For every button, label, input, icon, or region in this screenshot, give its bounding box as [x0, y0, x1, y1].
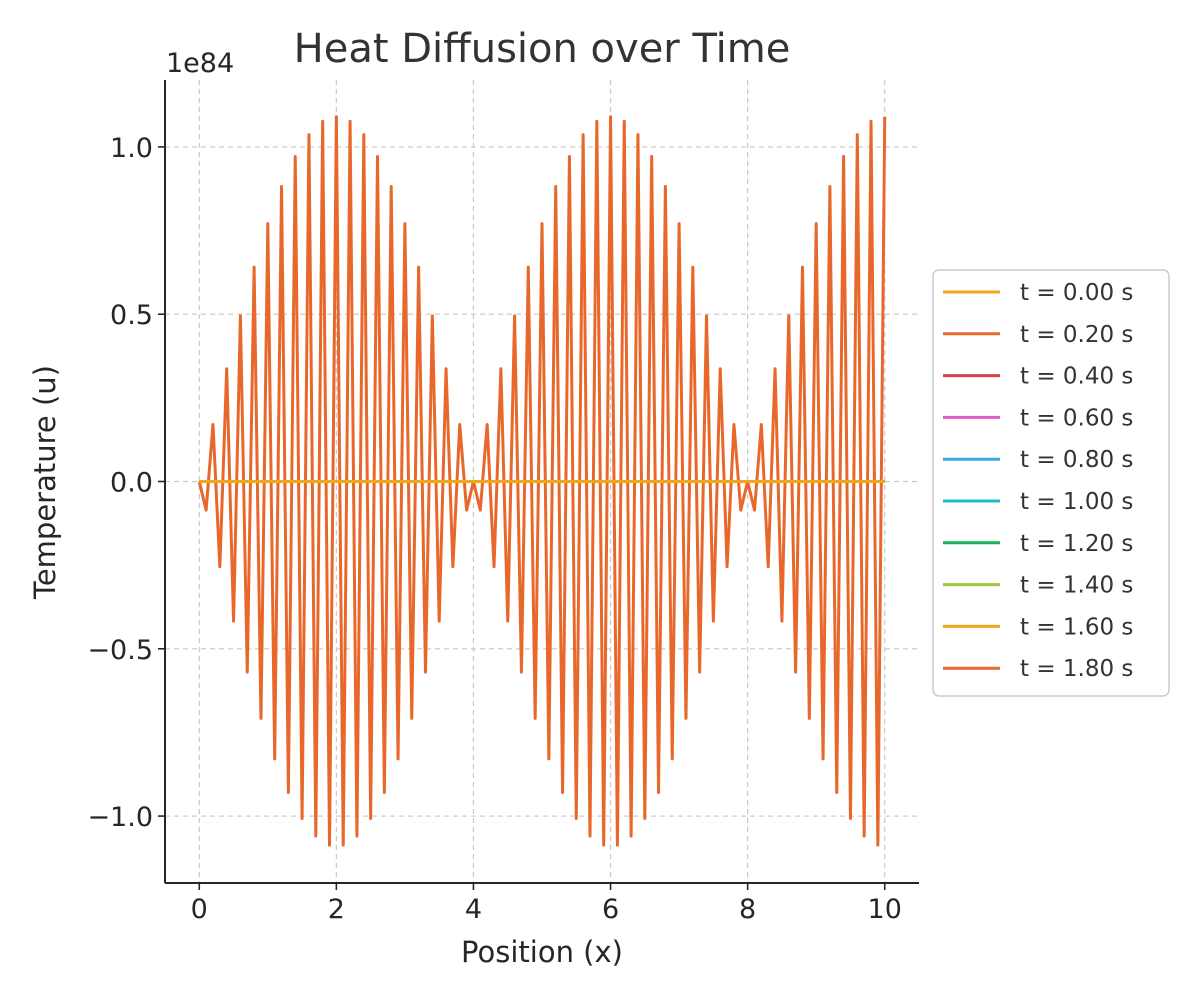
legend-label-0: t = 0.00 s — [1020, 280, 1133, 306]
y-tick-label-4: −1.0 — [87, 802, 153, 833]
x-tick-label-1: 2 — [328, 894, 345, 925]
x-tick-label-0: 0 — [191, 894, 208, 925]
x-tick-label-3: 6 — [602, 894, 619, 925]
y-tick-label-0: 1.0 — [110, 133, 153, 164]
legend-label-6: t = 1.20 s — [1020, 531, 1133, 557]
legend-label-7: t = 1.40 s — [1020, 573, 1133, 599]
legend-label-3: t = 0.60 s — [1020, 405, 1133, 431]
legend-label-8: t = 1.60 s — [1020, 614, 1133, 640]
legend-label-1: t = 0.20 s — [1020, 322, 1133, 348]
legend-label-9: t = 1.80 s — [1020, 656, 1133, 682]
y-tick-label-1: 0.5 — [110, 300, 153, 331]
y-axis-label: Temperature (u) — [28, 365, 62, 600]
x-tick-label-2: 4 — [465, 894, 482, 925]
y-tick-label-3: −0.5 — [87, 635, 153, 666]
chart-title: Heat Diffusion over Time — [294, 26, 791, 72]
y-offset-label: 1e84 — [166, 48, 234, 79]
x-tick-label-4: 8 — [739, 894, 756, 925]
x-axis-label: Position (x) — [461, 935, 623, 969]
x-ticks: 0 2 4 6 8 10 — [191, 883, 902, 925]
y-ticks: 1.0 0.5 0.0 −0.5 −1.0 — [87, 133, 165, 833]
legend-label-2: t = 0.40 s — [1020, 364, 1133, 390]
legend-label-4: t = 0.80 s — [1020, 447, 1133, 473]
series-layer — [197, 115, 887, 847]
legend-label-5: t = 1.00 s — [1020, 489, 1133, 515]
y-tick-label-2: 0.0 — [110, 468, 153, 499]
series-line-9 — [197, 115, 887, 847]
legend: t = 0.00 s t = 0.20 s t = 0.40 s t = 0.60 s… — [932, 269, 1170, 697]
grid — [165, 80, 919, 883]
x-tick-label-5: 10 — [868, 894, 902, 925]
